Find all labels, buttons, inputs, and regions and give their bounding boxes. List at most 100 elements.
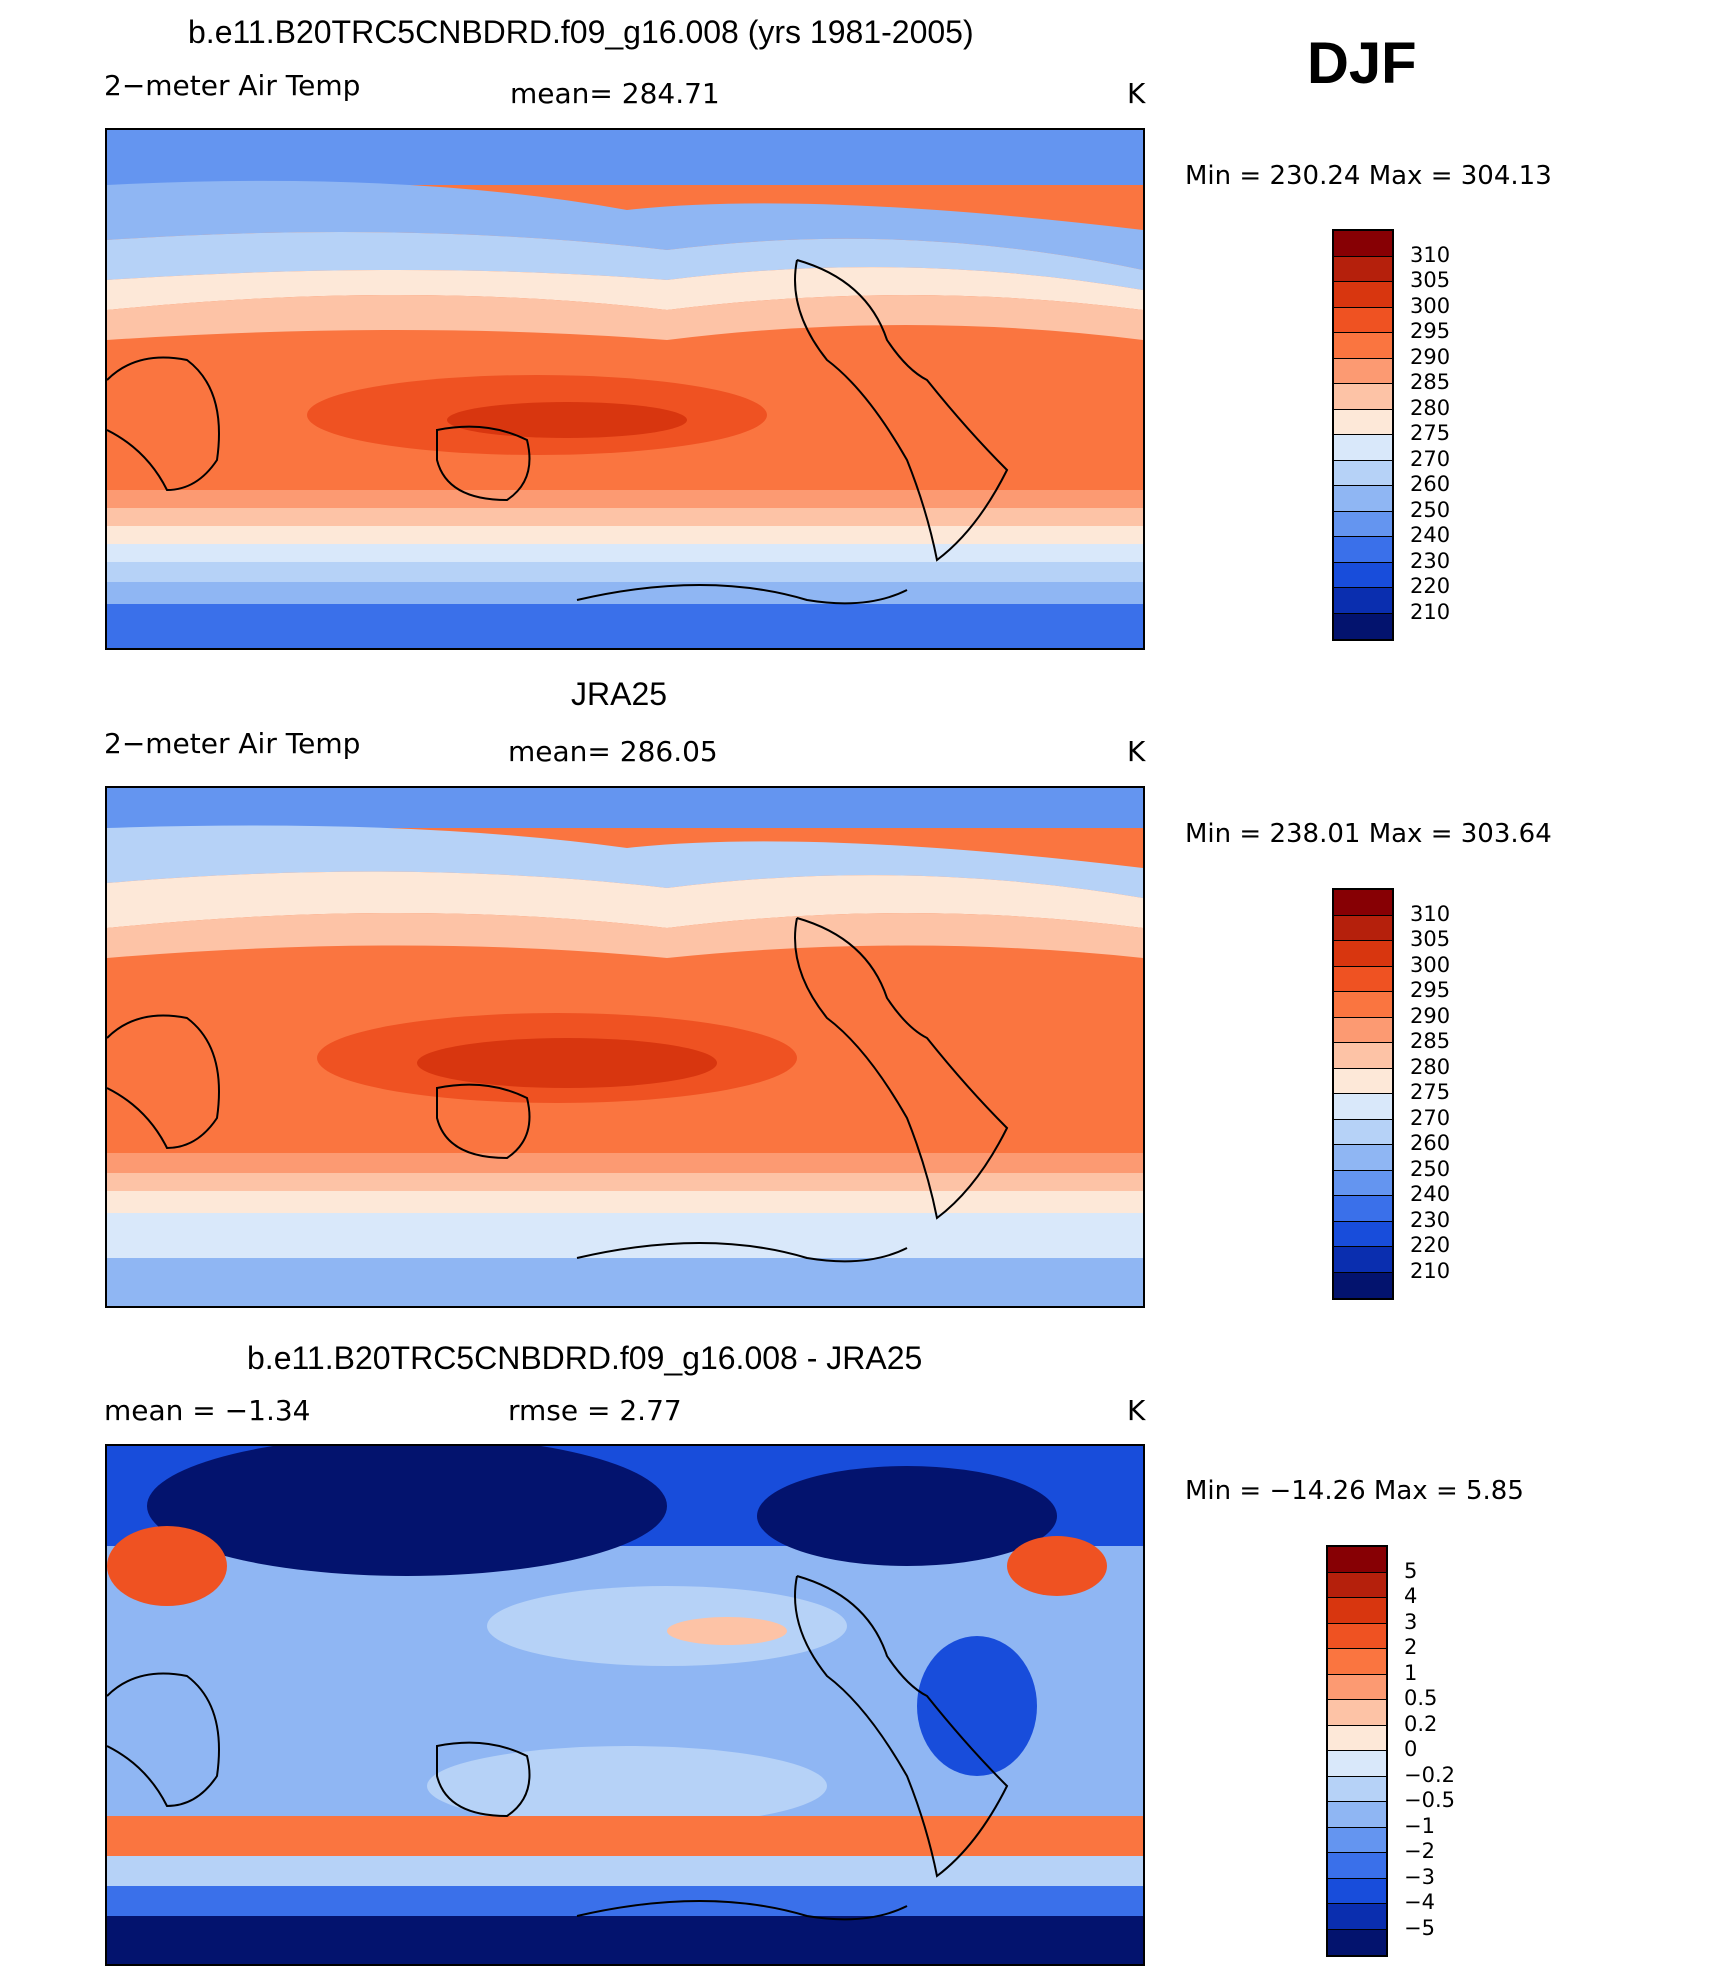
colorbar-swatch <box>1334 307 1392 333</box>
colorbar-swatch <box>1334 1145 1392 1171</box>
colorbar-swatch <box>1334 966 1392 992</box>
colorbar-swatch <box>1334 460 1392 486</box>
colorbar <box>1332 229 1394 641</box>
units-label: K <box>1127 1394 1146 1427</box>
colorbar-swatch <box>1328 1725 1386 1751</box>
colorbar-swatch <box>1334 1068 1392 1094</box>
colorbar-tick-label: 300 <box>1410 293 1451 318</box>
colorbar-swatch <box>1328 1649 1386 1675</box>
colorbar-swatch <box>1334 409 1392 435</box>
minmax-label: Min = 238.01 Max = 303.64 <box>1185 819 1552 849</box>
colorbar-swatch <box>1328 1776 1386 1802</box>
colorbar-tick-label: 260 <box>1410 1131 1451 1155</box>
colorbar-tick-label: 250 <box>1410 1156 1451 1181</box>
colorbar-swatch <box>1328 1674 1386 1700</box>
colorbar-tick-label: 210 <box>1410 1258 1451 1283</box>
colorbar-tick-label: 250 <box>1410 497 1451 522</box>
temperature-map <box>105 128 1145 650</box>
colorbar-swatch <box>1334 1043 1392 1069</box>
colorbar-tick-label: 285 <box>1410 1029 1451 1053</box>
colorbar-tick-label: 310 <box>1410 901 1451 926</box>
colorbar-tick-label: 295 <box>1410 319 1451 343</box>
panel-title: b.e11.B20TRC5CNBDRD.f09_g16.008 (yrs 198… <box>188 14 974 50</box>
minmax-label: Min = −14.26 Max = 5.85 <box>1185 1476 1524 1506</box>
colorbar-swatch <box>1334 282 1392 308</box>
colorbar-tick-label: −3 <box>1404 1864 1435 1889</box>
variable-label: 2−meter Air Temp <box>104 727 361 760</box>
colorbar-tick-label: 2 <box>1404 1635 1418 1659</box>
colorbar-swatch <box>1328 1700 1386 1726</box>
colorbar-tick-label: −2 <box>1404 1839 1435 1863</box>
colorbar-swatch <box>1328 1623 1386 1649</box>
colorbar-swatch <box>1328 1751 1386 1777</box>
colorbar-swatch <box>1334 613 1392 639</box>
colorbar-swatch <box>1328 1853 1386 1879</box>
colorbar-swatch <box>1334 1247 1392 1273</box>
colorbar-swatch <box>1334 562 1392 588</box>
colorbar-swatch <box>1334 941 1392 967</box>
colorbar-tick-label: 285 <box>1410 370 1451 394</box>
rmse-label: rmse = 2.77 <box>508 1394 682 1427</box>
colorbar-tick-label: 220 <box>1410 574 1451 598</box>
colorbar-tick-label: 305 <box>1410 927 1451 951</box>
difference-map <box>105 1444 1145 1966</box>
mean-label: mean= 286.05 <box>508 735 718 768</box>
colorbar-swatch <box>1334 1017 1392 1043</box>
colorbar-swatch <box>1334 511 1392 537</box>
colorbar-tick-label: 300 <box>1410 952 1451 977</box>
colorbar-tick-label: −4 <box>1404 1890 1435 1914</box>
colorbar-swatch <box>1334 231 1392 257</box>
colorbar-swatch <box>1328 1547 1386 1573</box>
colorbar-tick-label: −0.5 <box>1404 1788 1455 1812</box>
temperature-map <box>105 786 1145 1308</box>
panel-title: JRA25 <box>571 676 668 712</box>
colorbar-swatch <box>1334 992 1392 1018</box>
colorbar-swatch <box>1334 384 1392 410</box>
colorbar-swatch <box>1334 588 1392 614</box>
variable-label: 2−meter Air Temp <box>104 69 361 102</box>
colorbar-tick-label: 305 <box>1410 268 1451 292</box>
colorbar-tick-label: 275 <box>1410 1080 1451 1104</box>
colorbar-tick-label: −0.2 <box>1404 1762 1455 1787</box>
colorbar-swatch <box>1328 1878 1386 1904</box>
colorbar-tick-label: 0 <box>1404 1737 1418 1761</box>
season-label: DJF <box>1307 31 1417 96</box>
colorbar-tick-label: 270 <box>1410 1105 1451 1130</box>
colorbar-swatch <box>1334 333 1392 359</box>
colorbar-swatch <box>1334 435 1392 461</box>
colorbar-tick-label: 230 <box>1410 1207 1451 1232</box>
colorbar-tick-label: 3 <box>1404 1609 1418 1634</box>
colorbar-swatch <box>1328 1904 1386 1930</box>
colorbar-tick-label: 290 <box>1410 344 1451 369</box>
colorbar-swatch <box>1328 1572 1386 1598</box>
colorbar-tick-label: 230 <box>1410 548 1451 573</box>
colorbar-swatch <box>1334 537 1392 563</box>
colorbar-tick-label: 290 <box>1410 1003 1451 1028</box>
colorbar <box>1326 1545 1388 1957</box>
colorbar-tick-label: 220 <box>1410 1233 1451 1257</box>
colorbar-tick-label: −5 <box>1404 1915 1435 1940</box>
colorbar-swatch <box>1334 358 1392 384</box>
units-label: K <box>1127 735 1146 768</box>
colorbar-tick-label: 5 <box>1404 1558 1418 1583</box>
colorbar-swatch <box>1334 1272 1392 1298</box>
colorbar-swatch <box>1328 1802 1386 1828</box>
colorbar-tick-label: 280 <box>1410 1054 1451 1079</box>
colorbar-swatch <box>1334 486 1392 512</box>
colorbar-tick-label: 1 <box>1404 1660 1418 1685</box>
colorbar-tick-label: 240 <box>1410 1182 1451 1206</box>
colorbar-tick-label: 4 <box>1404 1584 1418 1608</box>
mean-label: mean = −1.34 <box>104 1394 311 1427</box>
colorbar-swatch <box>1334 256 1392 282</box>
colorbar-swatch <box>1334 1094 1392 1120</box>
colorbar-tick-label: 270 <box>1410 446 1451 471</box>
colorbar-swatch <box>1328 1929 1386 1955</box>
colorbar-swatch <box>1328 1827 1386 1853</box>
colorbar-tick-label: 280 <box>1410 395 1451 420</box>
colorbar-tick-label: 275 <box>1410 421 1451 445</box>
colorbar-swatch <box>1334 1170 1392 1196</box>
colorbar-tick-label: 295 <box>1410 978 1451 1002</box>
colorbar-tick-label: 210 <box>1410 599 1451 624</box>
colorbar-tick-label: 0.5 <box>1404 1686 1438 1710</box>
colorbar-tick-label: 0.2 <box>1404 1711 1438 1736</box>
